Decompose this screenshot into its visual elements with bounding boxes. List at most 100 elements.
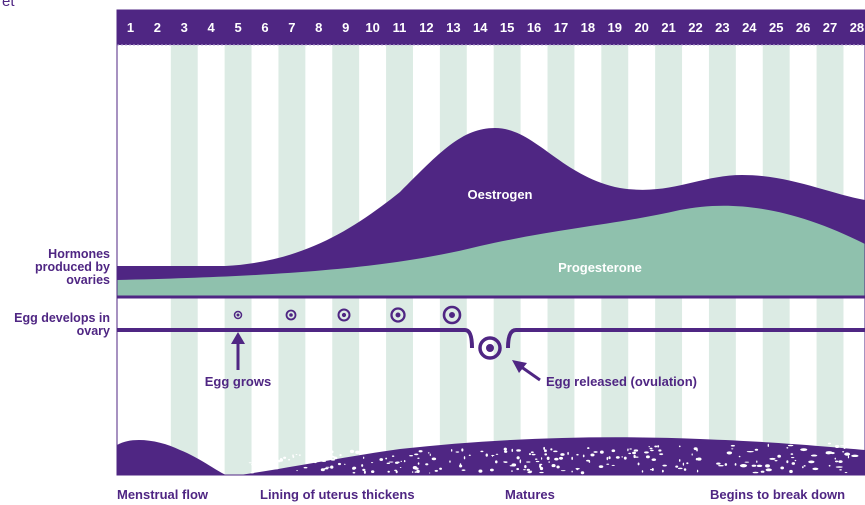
speck <box>657 445 660 448</box>
day-number: 11 <box>393 20 407 35</box>
speck <box>777 454 781 458</box>
speck <box>292 455 295 458</box>
speck <box>558 456 564 460</box>
speck <box>311 460 315 463</box>
speck <box>503 461 506 463</box>
speck <box>399 466 402 469</box>
speck <box>385 457 388 460</box>
speck <box>325 466 330 468</box>
speck <box>261 458 263 461</box>
oestrogen-label: Oestrogen <box>467 187 532 202</box>
speck <box>744 461 750 463</box>
frame <box>116 9 865 476</box>
speck <box>548 461 550 463</box>
speck <box>414 471 418 473</box>
speck <box>403 460 406 463</box>
speck <box>586 459 591 462</box>
speck <box>540 457 543 460</box>
speck <box>321 456 325 460</box>
speck <box>844 471 848 474</box>
speck <box>632 451 637 455</box>
speck <box>754 448 759 451</box>
menstrual-flow <box>117 439 226 475</box>
speck <box>394 461 399 464</box>
speck <box>678 445 681 448</box>
speck <box>606 456 609 461</box>
speck <box>531 453 536 456</box>
speck <box>756 464 763 468</box>
egg-released-label: Egg released (ovulation) <box>546 374 697 389</box>
speck <box>650 449 654 452</box>
day-number: 24 <box>742 20 757 35</box>
speck <box>734 463 737 466</box>
speck <box>321 455 324 457</box>
speck <box>611 464 615 467</box>
speck <box>611 449 616 453</box>
speck <box>556 465 560 469</box>
speck <box>802 466 804 469</box>
speck <box>485 453 488 457</box>
speck <box>263 454 267 458</box>
speck <box>248 462 252 464</box>
speck <box>427 452 430 454</box>
speck <box>431 457 437 461</box>
speck <box>634 456 639 458</box>
speck <box>324 467 329 470</box>
speck <box>650 468 653 471</box>
day-number: 12 <box>419 20 433 35</box>
speck <box>696 457 702 461</box>
day-number: 16 <box>527 20 541 35</box>
day-number: 5 <box>234 20 241 35</box>
speck <box>683 468 687 471</box>
speck <box>834 444 840 449</box>
speck <box>648 445 650 448</box>
speck <box>511 470 513 472</box>
speck <box>395 470 398 474</box>
speck <box>379 458 384 461</box>
speck <box>546 456 550 460</box>
speck <box>751 464 757 467</box>
speck <box>370 462 374 464</box>
speck <box>790 453 794 455</box>
speck <box>724 463 728 466</box>
speck <box>503 447 507 451</box>
day-number: 13 <box>446 20 460 35</box>
speck <box>283 456 287 459</box>
speck <box>633 449 639 452</box>
speck <box>590 453 595 457</box>
day-number: 2 <box>154 20 161 35</box>
day-number: 26 <box>796 20 810 35</box>
speck <box>794 459 797 462</box>
speck <box>738 455 741 458</box>
speck <box>526 468 530 471</box>
speck <box>615 456 620 459</box>
speck <box>560 453 565 456</box>
speck <box>746 450 754 453</box>
speck <box>439 467 442 470</box>
speck <box>387 470 390 473</box>
speck <box>846 442 849 445</box>
speck <box>608 456 611 460</box>
speck <box>425 463 429 466</box>
speck <box>834 457 837 460</box>
speck <box>800 448 808 452</box>
day-number: 28 <box>850 20 864 35</box>
speck <box>789 469 793 474</box>
speck <box>519 460 521 464</box>
speck <box>523 469 526 471</box>
speck <box>756 460 758 463</box>
speck <box>509 465 514 467</box>
speck <box>463 456 466 460</box>
speck <box>450 448 453 452</box>
stage-label: Menstrual flow <box>117 487 209 502</box>
speck <box>731 448 734 450</box>
speck <box>306 455 312 458</box>
speck <box>339 454 342 457</box>
speck <box>598 465 604 468</box>
speck <box>539 464 542 468</box>
speck <box>295 453 298 456</box>
speck <box>774 459 778 462</box>
speck <box>539 471 544 474</box>
speck <box>825 452 832 455</box>
progesterone-label: Progesterone <box>558 260 642 275</box>
